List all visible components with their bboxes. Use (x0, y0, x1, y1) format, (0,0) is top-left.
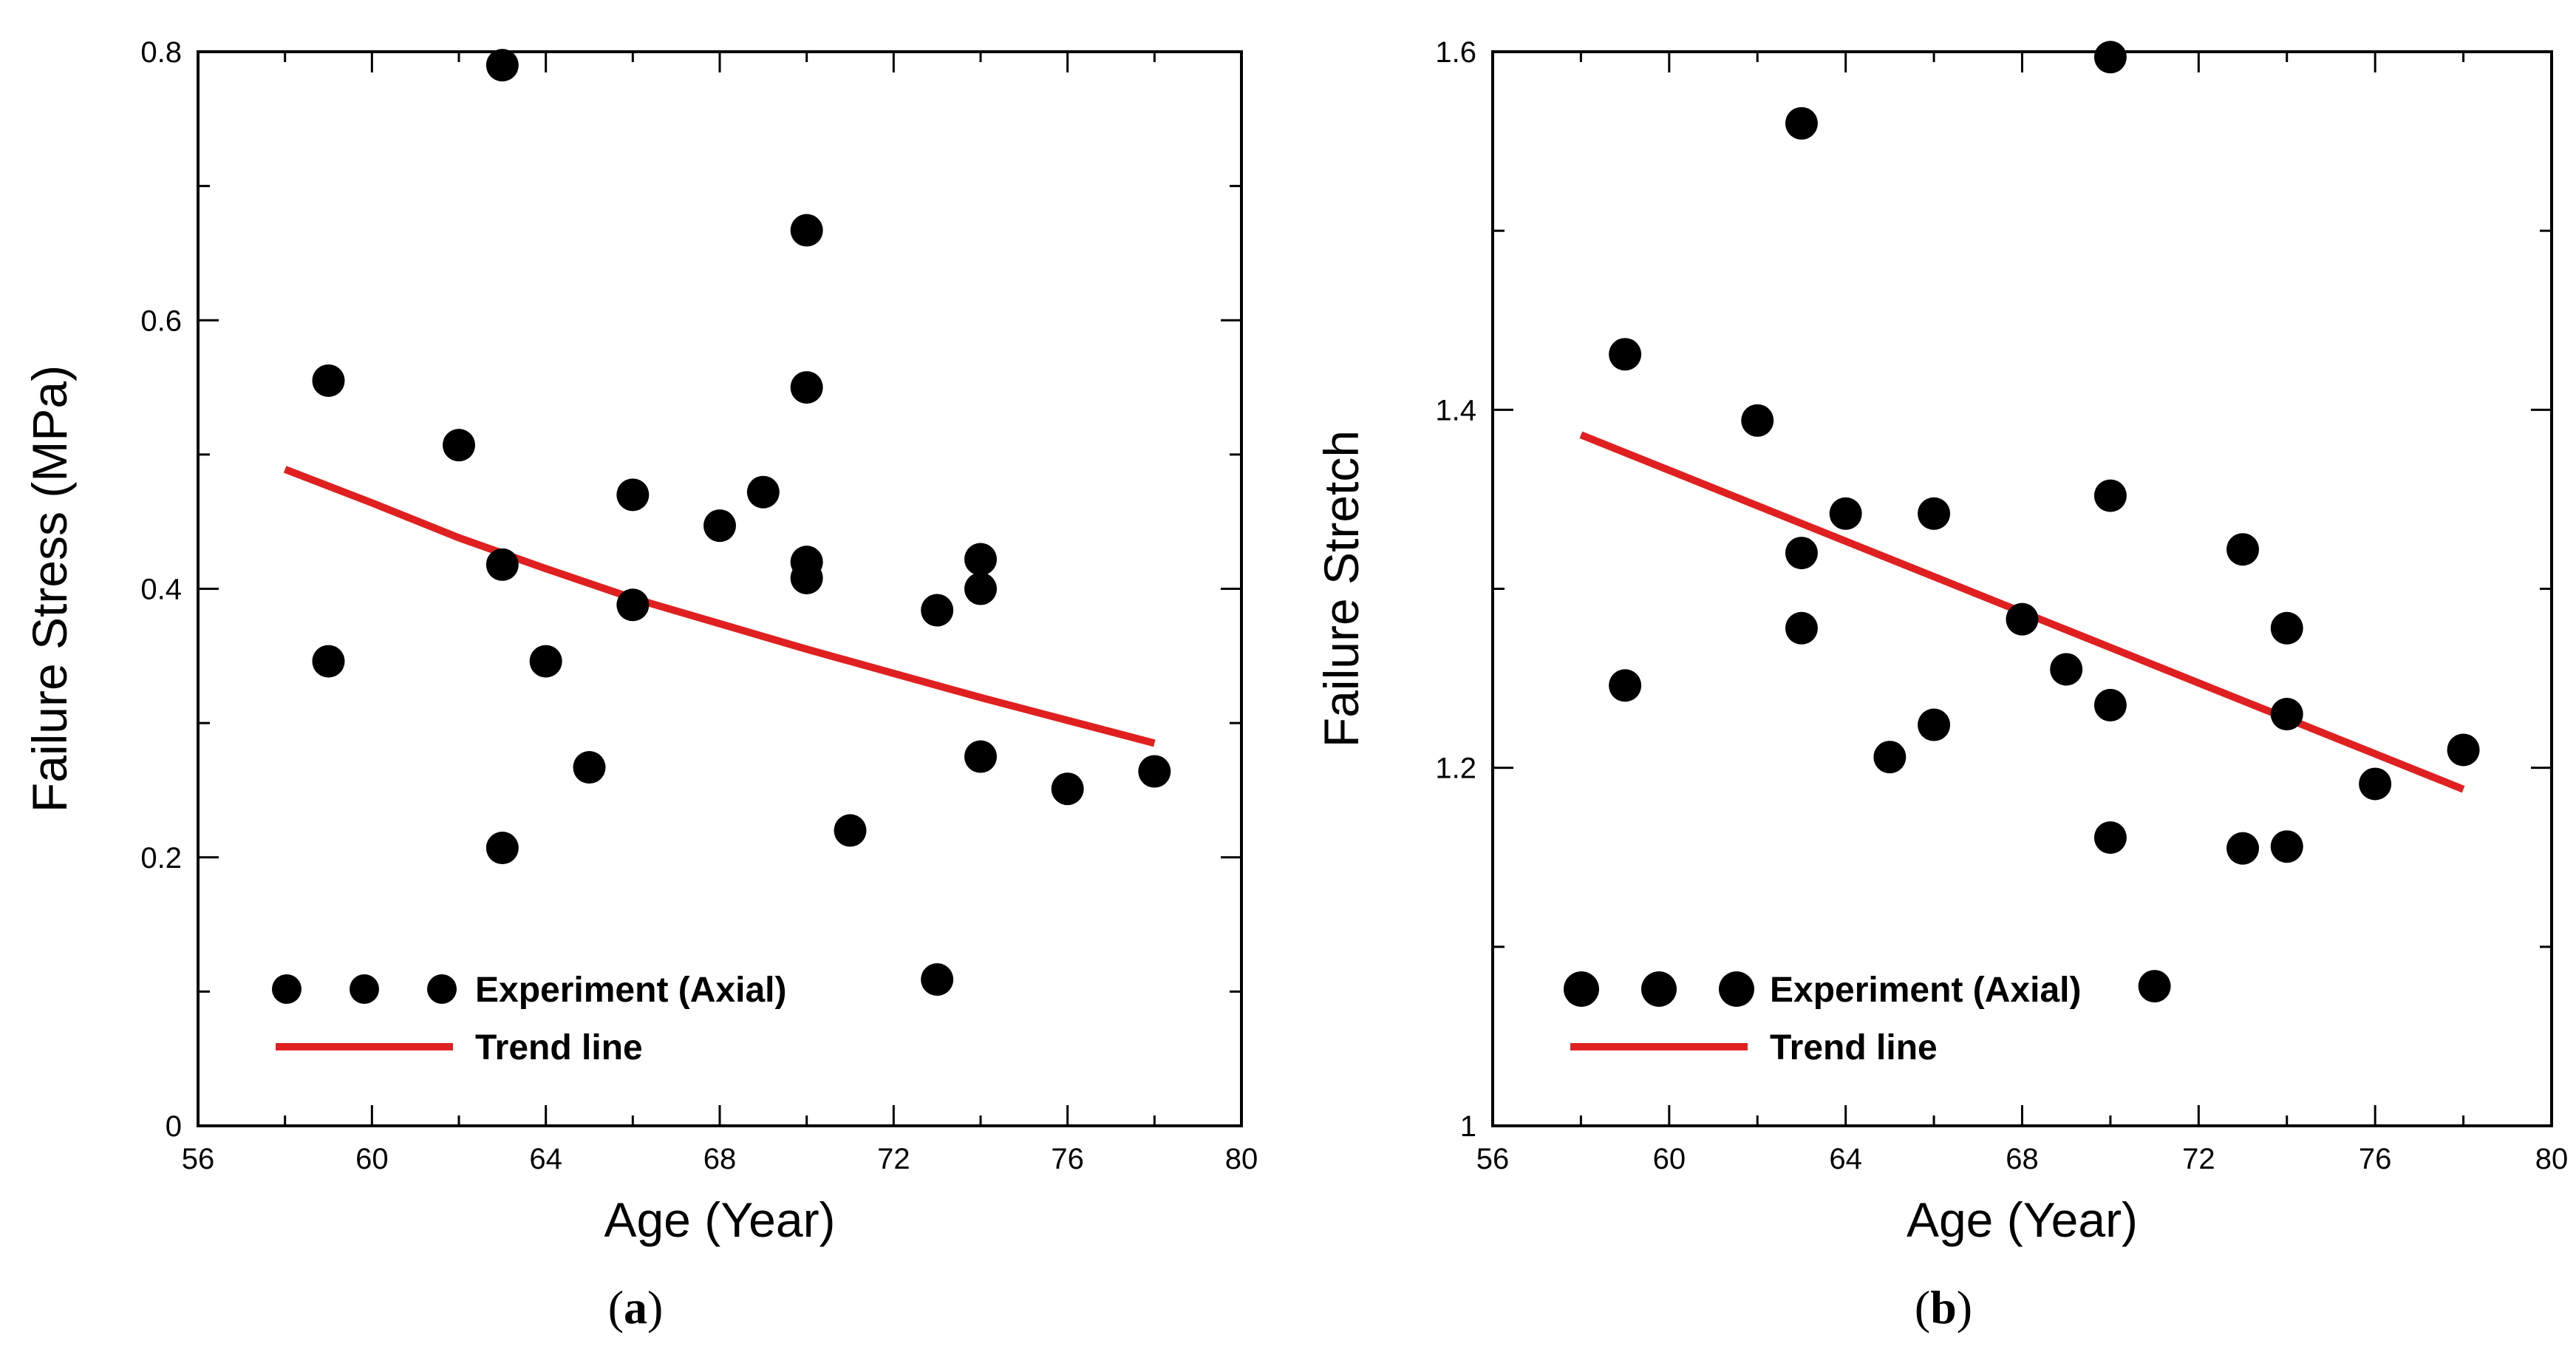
panel-a-plot-frame (197, 50, 1243, 1127)
panel-a-x-tick-label: 60 (355, 1143, 389, 1175)
panel-a-caption: (a) (608, 1281, 664, 1334)
panel-b-data-point (1785, 537, 1818, 570)
panel-b-caption-letter: b (1930, 1281, 1957, 1334)
panel-b-data-point (1609, 669, 1642, 702)
panel-a-y-tick-label: 0.6 (140, 305, 182, 337)
panel-a-data-point (443, 429, 475, 462)
panel-b-data-point (1785, 611, 1818, 645)
panel-b-legend-experiment-label: Experiment (Axial) (1770, 971, 2081, 1010)
panel-b-data-point (2050, 653, 2083, 686)
panel-a-data-point (1051, 772, 1084, 806)
panel-a-data-point (703, 509, 736, 543)
panel-a-legend-trend-label: Trend line (475, 1028, 643, 1067)
panel-a-y-tick-label: 0.2 (140, 842, 182, 875)
panel-a-y-tick-label: 0 (166, 1110, 182, 1143)
panel-a-x-tick-label: 72 (877, 1143, 910, 1175)
panel-a-data-point (485, 49, 519, 82)
panel-b-data-point (2093, 821, 2127, 855)
panel-a-data-point (834, 814, 867, 847)
panel-a-data-point (921, 594, 954, 627)
panel-a-data-point (312, 364, 345, 397)
panel-b-x-tick-label: 76 (2359, 1143, 2392, 1175)
panel-b-data-point (2093, 41, 2127, 74)
panel-a-data-point (1138, 755, 1171, 788)
panel-a-legend-marker (272, 974, 301, 1004)
panel-a-data-point (573, 751, 606, 784)
panel-b-y-axis-title: Failure Stretch (1314, 430, 1369, 747)
panel-b-data-point (1829, 497, 1862, 530)
panel-a-data-point (790, 371, 823, 404)
panel-b-plot-frame (1491, 50, 2553, 1127)
panel-b-chart: 56 60 64 68 72 76 80 1 1.2 1.4 1.6 Age (Year) Failur… (1314, 36, 2568, 1247)
panel-b-y-tick-label: 1 (1460, 1110, 1476, 1143)
panel-a-data-point (616, 478, 650, 512)
panel-a-data-point (964, 543, 997, 576)
panel-a-data-point (529, 645, 562, 678)
panel-b-legend-marker (1641, 971, 1677, 1007)
panel-a-data-point (485, 832, 519, 865)
panel-a-legend-marker (427, 974, 457, 1004)
panel-a-x-tick-label: 80 (1225, 1143, 1258, 1175)
panel-a-x-tick-label: 76 (1051, 1143, 1084, 1175)
panel-a-data-point (790, 561, 823, 594)
panel-a-caption-letter: a (624, 1281, 647, 1334)
panel-a-y-tick-label: 0.8 (140, 36, 182, 69)
panel-b-data-point (2270, 611, 2303, 645)
panel-b-x-tick-label: 80 (2535, 1143, 2569, 1175)
panel-b-legend-marker (1564, 971, 1599, 1007)
panel-b-x-tick-label: 56 (1476, 1143, 1510, 1175)
panel-b-data-point (2359, 767, 2392, 801)
panel-a-y-axis-title: Failure Stress (MPa) (22, 365, 77, 812)
panel-b-data-point (2093, 479, 2127, 512)
panel-b-data-point (1741, 404, 1774, 437)
panel-b-legend-marker (1719, 971, 1754, 1007)
panel-b-x-tick-label: 60 (1653, 1143, 1686, 1175)
panel-b-y-tick-label: 1.6 (1435, 36, 1476, 69)
panel-b-data-point (1918, 497, 1951, 530)
panel-b-data-point (1873, 741, 1907, 774)
panel-b-data-point (2226, 832, 2260, 865)
panel-a-data-point (964, 572, 997, 605)
panel-b-data-point (1609, 338, 1642, 371)
panel-b-y-tick-label: 1.4 (1435, 394, 1476, 427)
panel-a-x-axis-title: Age (Year) (604, 1192, 835, 1247)
panel-a-x-tick-label: 68 (703, 1143, 737, 1175)
panel-b-data-point (2226, 533, 2260, 566)
panel-a-data-point (746, 475, 780, 509)
panel-b-x-tick-label: 64 (1829, 1143, 1862, 1175)
panel-a-data-point (921, 963, 954, 996)
panel-b-data-point (2447, 733, 2480, 767)
panel-b-data-point (1785, 106, 1818, 140)
panel-a-data-point (485, 548, 519, 581)
panel-b-data-point (2270, 830, 2303, 863)
panel-a-data-point (964, 740, 997, 773)
panel-b-y-tick-label: 1.2 (1435, 753, 1476, 785)
panel-b-data-point (2093, 688, 2127, 721)
panel-a-data-point (312, 645, 345, 678)
panel-b-x-tick-label: 68 (2006, 1143, 2039, 1175)
panel-a-legend-experiment-label: Experiment (Axial) (475, 971, 786, 1010)
panel-b-caption: (b) (1915, 1281, 1972, 1334)
panel-a-x-tick-label: 56 (182, 1143, 215, 1175)
panel-b-legend-trend-label: Trend line (1770, 1028, 1938, 1067)
panel-a-y-tick-label: 0.4 (140, 574, 182, 606)
panel-a-trend-line (283, 466, 1156, 747)
panel-a-data-point (616, 588, 650, 622)
panel-a-data-point (790, 214, 823, 247)
panel-b-x-tick-label: 72 (2182, 1143, 2215, 1175)
panel-b-data-point (2006, 602, 2039, 636)
panel-b-data-point (1918, 708, 1951, 741)
panel-a-chart: 56 60 64 68 72 76 80 0 0.2 0.4 0.6 0.8 Age (Year) Fai… (22, 36, 1258, 1247)
panel-b-x-axis-title: Age (Year) (1907, 1192, 2138, 1247)
panel-a-legend-marker (350, 974, 379, 1004)
panel-a-x-tick-label: 64 (529, 1143, 562, 1175)
panel-b-data-point (2138, 970, 2171, 1003)
panel-b-data-point (2270, 698, 2303, 731)
